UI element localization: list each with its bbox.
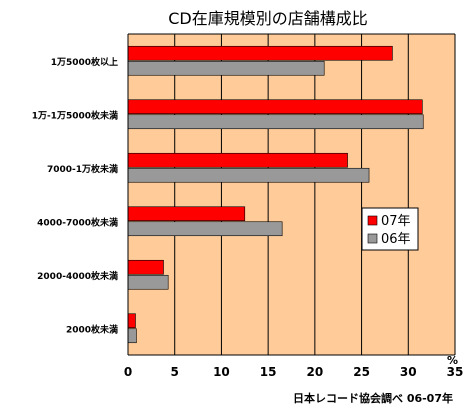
legend-swatch-2: [367, 233, 378, 244]
category-label: 2000-4000枚未満: [37, 270, 118, 282]
x-tick-label: 35: [447, 365, 464, 379]
bar-s1-cat6: [127, 313, 136, 329]
bar-s1-cat3: [127, 152, 348, 168]
category-label: 4000-7000枚未満: [37, 216, 118, 228]
plot-area: 1万5000枚以上 1万-1万5000枚未満 7000-1万枚未満 4000-7000…: [32, 33, 464, 379]
x-tick-label: 10: [213, 365, 230, 379]
category-label: 1万-1万5000枚未満: [32, 109, 118, 121]
bar-s2-cat6: [127, 328, 137, 344]
legend-label-1: 07年: [381, 214, 411, 229]
bar-s1-cat2: [127, 99, 423, 115]
x-tick-label: 25: [353, 365, 370, 379]
legend-swatch-1: [367, 215, 378, 226]
x-tick-label: 5: [171, 365, 179, 379]
x-axis-unit-label: %: [447, 354, 458, 367]
x-tick-label: 15: [260, 365, 277, 379]
legend-label-2: 06年: [381, 232, 411, 247]
bar-s2-cat1: [127, 60, 325, 76]
legend-box: [361, 207, 419, 251]
bar-s2-cat5: [127, 274, 169, 290]
bar-s1-cat4: [127, 206, 246, 222]
category-label: 7000-1万枚未満: [47, 163, 118, 175]
plot-background: [128, 34, 455, 355]
category-label: 2000枚未満: [66, 323, 118, 335]
bar-s1-cat5: [127, 259, 164, 275]
bar-s2-cat2: [127, 114, 424, 130]
chart-title: CD在庫規模別の店舗構成比: [168, 9, 368, 28]
x-tick-label: 30: [400, 365, 417, 379]
x-tick-label: 20: [307, 365, 324, 379]
category-label: 1万5000枚以上: [51, 56, 118, 68]
bar-s1-cat1: [127, 45, 393, 61]
bar-s2-cat4: [127, 221, 283, 237]
bar-s2-cat3: [127, 167, 370, 183]
source-note: 日本レコード協会調べ 06-07年: [293, 391, 453, 405]
x-tick-label: 0: [124, 365, 132, 379]
